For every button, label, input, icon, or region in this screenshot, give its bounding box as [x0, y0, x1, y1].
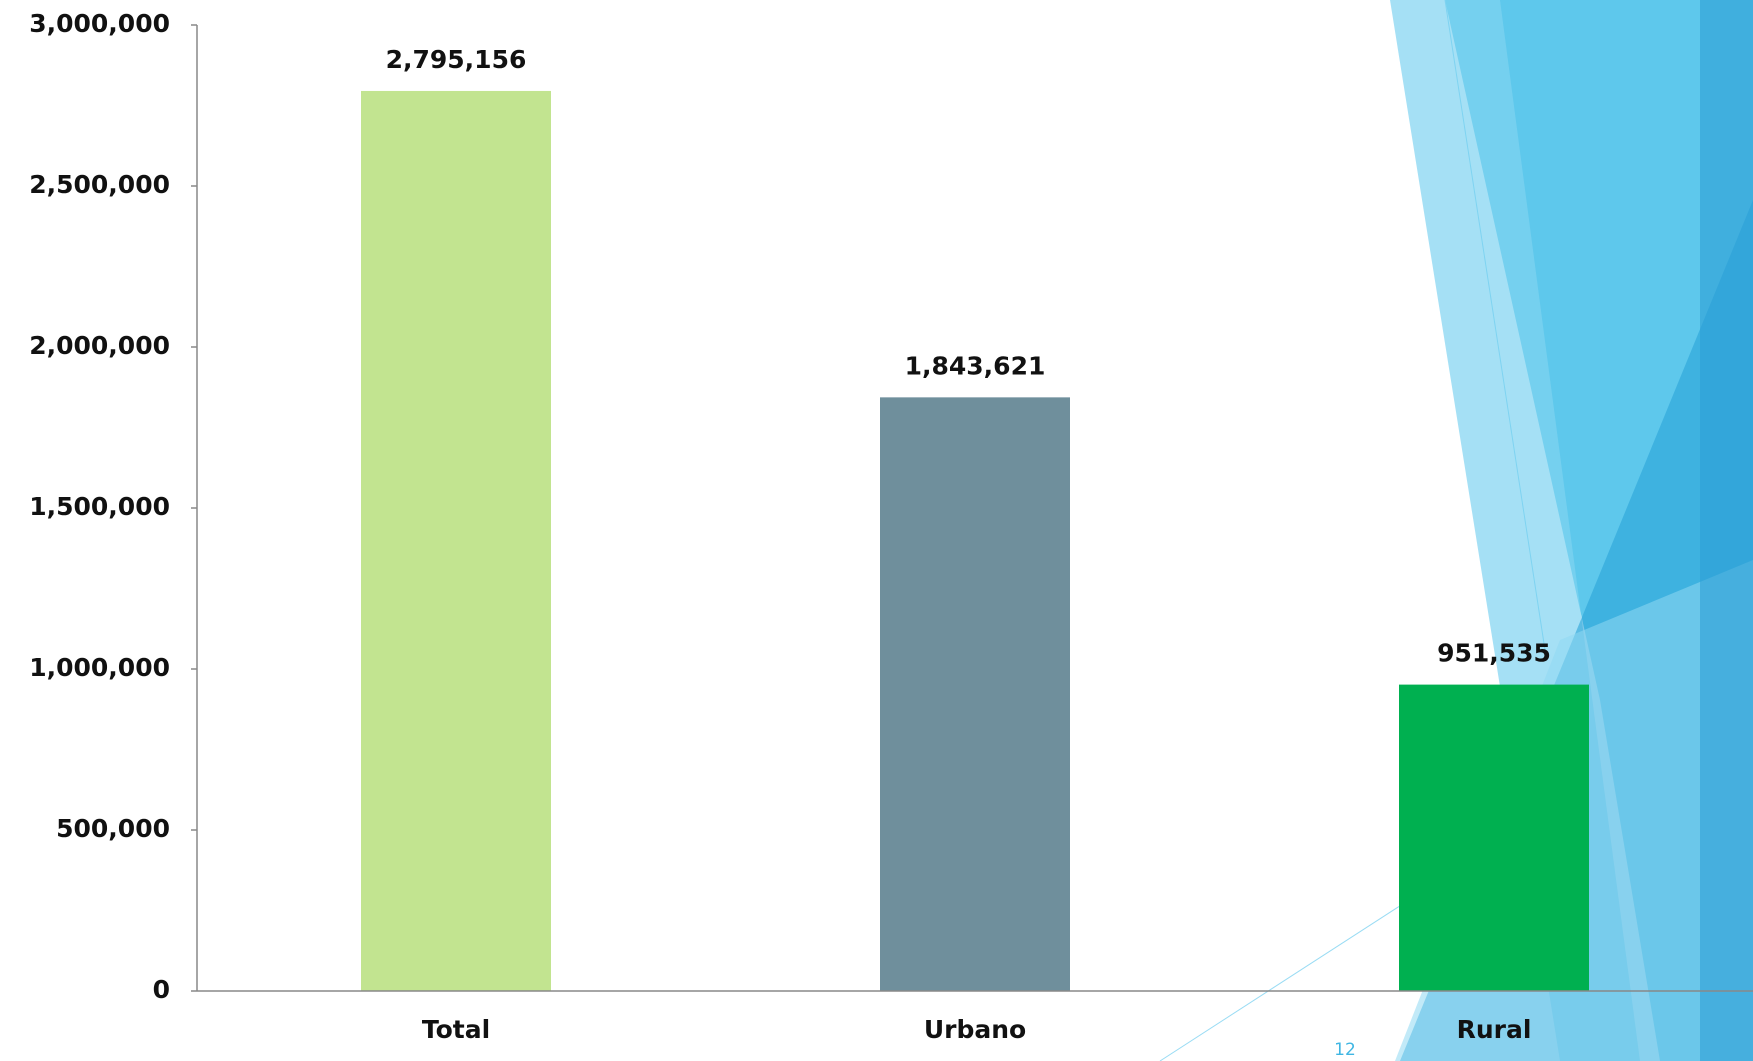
y-tick-label: 0: [153, 975, 170, 1004]
data-label: 2,795,156: [386, 45, 527, 74]
y-tick-label: 3,000,000: [29, 9, 170, 38]
y-tick-label: 500,000: [56, 814, 170, 843]
bar: [880, 397, 1070, 992]
x-tick-label: Total: [422, 1015, 490, 1044]
x-tick-label: Rural: [1457, 1015, 1532, 1044]
data-label: 1,843,621: [905, 351, 1046, 380]
bar: [1399, 684, 1589, 991]
data-label: 951,535: [1437, 639, 1551, 668]
page-number: 12: [1334, 1040, 1356, 1060]
y-tick-label: 1,500,000: [29, 492, 170, 521]
x-tick-label: Urbano: [924, 1015, 1026, 1044]
bar: [361, 90, 551, 991]
y-tick-label: 1,000,000: [29, 653, 170, 682]
y-tick-label: 2,000,000: [29, 331, 170, 360]
y-tick-label: 2,500,000: [29, 170, 170, 199]
